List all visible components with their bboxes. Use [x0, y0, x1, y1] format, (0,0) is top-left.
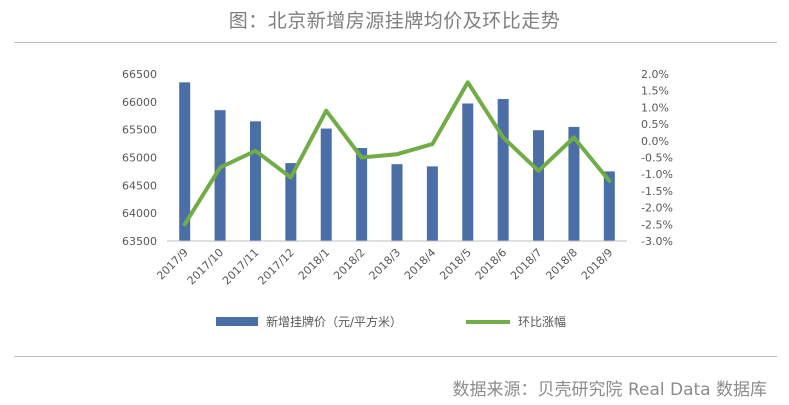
legend-label-price: 新增挂牌价（元/平方米） [266, 314, 402, 329]
x-tick-label: 2018/5 [437, 246, 474, 283]
y-right-tick-label: 0.5% [641, 118, 669, 131]
y-right-tick-label: 1.0% [641, 101, 669, 114]
bar [356, 148, 368, 241]
bar [603, 171, 615, 241]
x-tick-label: 2018/7 [508, 246, 545, 283]
x-tick-label: 2018/1 [296, 246, 333, 283]
y-left-tick-label: 66000 [122, 96, 157, 109]
bar [285, 163, 297, 241]
bar [249, 121, 261, 241]
y-right-tick-label: -2.5% [641, 218, 673, 231]
y-right-tick-label: -1.0% [641, 168, 673, 181]
y-right-tick-label: -3.0% [641, 235, 673, 248]
bar [497, 99, 509, 241]
legend-label-change: 环比涨幅 [518, 314, 566, 329]
x-tick-label: 2018/8 [543, 246, 580, 283]
y-left-tick-label: 64500 [122, 179, 157, 192]
y-right-tick-label: 1.5% [641, 85, 669, 98]
x-tick-label: 2017/12 [255, 246, 297, 288]
x-tick-label: 2017/10 [185, 246, 227, 288]
y-left-tick-label: 63500 [122, 235, 157, 248]
bar [568, 126, 580, 241]
x-tick-label: 2018/2 [331, 246, 368, 283]
y-left-tick-label: 65000 [122, 152, 157, 165]
y-right-tick-label: -0.5% [641, 152, 673, 165]
y-left-tick-label: 66500 [122, 68, 157, 81]
y-left-tick-label: 64000 [122, 207, 157, 220]
legend-swatch-price [216, 317, 258, 326]
bar [391, 164, 403, 241]
bar [533, 130, 545, 241]
bar [320, 128, 332, 241]
chart-title: 图：北京新增房源挂牌均价及环比走势 [228, 10, 561, 32]
title-divider [14, 42, 777, 43]
x-tick-label: 2018/9 [579, 246, 616, 283]
bar [179, 82, 191, 241]
footer-divider [14, 356, 777, 357]
x-tick-label: 2018/4 [402, 246, 439, 283]
x-tick-label: 2017/11 [220, 246, 262, 288]
bar [462, 103, 474, 242]
bar [426, 166, 438, 241]
y-right-tick-label: 0.0% [641, 135, 669, 148]
line-series-change [182, 80, 612, 227]
x-tick-label: 2018/3 [367, 246, 404, 283]
y-left-tick-label: 65500 [122, 124, 157, 137]
y-right-tick-label: -1.5% [641, 185, 673, 198]
y-right-tick-label: -2.0% [641, 202, 673, 215]
data-source: 数据来源：贝壳研究院 Real Data 数据库 [452, 380, 767, 400]
y-right-tick-label: 2.0% [641, 68, 669, 81]
x-tick-label: 2018/6 [473, 246, 510, 283]
bar [214, 110, 226, 241]
